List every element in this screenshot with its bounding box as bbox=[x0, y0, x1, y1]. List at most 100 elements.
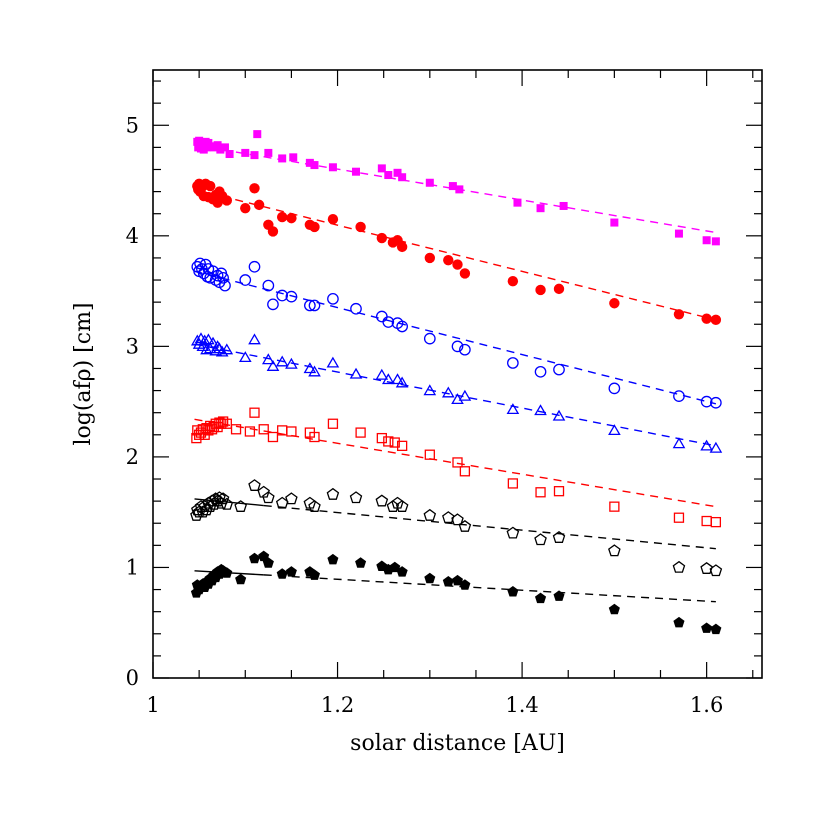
data-point bbox=[248, 260, 261, 273]
data-point bbox=[262, 557, 274, 568]
series-2 bbox=[192, 178, 722, 326]
data-point bbox=[240, 202, 251, 214]
data-point bbox=[396, 566, 408, 577]
data-point bbox=[376, 232, 388, 244]
data-point bbox=[250, 151, 259, 160]
data-point bbox=[610, 218, 619, 227]
data-point bbox=[553, 486, 565, 497]
data-point bbox=[711, 237, 720, 246]
data-point bbox=[710, 314, 722, 326]
data-point bbox=[205, 180, 216, 192]
data-point bbox=[710, 623, 722, 635]
data-point bbox=[285, 290, 298, 303]
data-point bbox=[442, 511, 455, 524]
data-point bbox=[261, 353, 275, 365]
data-point bbox=[534, 365, 547, 378]
data-point bbox=[701, 515, 712, 527]
data-point bbox=[220, 343, 234, 355]
data-point bbox=[609, 501, 620, 512]
data-point bbox=[507, 478, 519, 489]
data-point bbox=[285, 357, 298, 369]
data-point bbox=[214, 417, 225, 428]
data-point bbox=[309, 431, 320, 443]
x-tick-label: 1.6 bbox=[690, 693, 723, 717]
data-point bbox=[216, 418, 227, 429]
data-point bbox=[608, 382, 621, 395]
data-point bbox=[452, 259, 463, 270]
data-point bbox=[534, 533, 547, 546]
data-point bbox=[609, 298, 620, 309]
series-5 bbox=[191, 407, 722, 528]
data-point bbox=[423, 332, 436, 345]
data-point bbox=[286, 212, 297, 224]
data-point bbox=[384, 171, 393, 180]
data-point bbox=[507, 357, 519, 369]
data-point bbox=[701, 313, 712, 324]
data-point bbox=[285, 492, 298, 505]
y-tick-label: 4 bbox=[126, 224, 139, 248]
data-point bbox=[221, 418, 232, 429]
data-point bbox=[303, 362, 317, 374]
data-point bbox=[196, 505, 210, 518]
fit-line bbox=[194, 188, 717, 321]
x-tick-label: 1 bbox=[146, 693, 159, 717]
data-point bbox=[352, 167, 360, 176]
data-point bbox=[239, 274, 252, 286]
data-point bbox=[507, 275, 519, 287]
data-point bbox=[700, 439, 713, 451]
fit-line bbox=[263, 574, 716, 603]
data-point bbox=[375, 310, 388, 323]
fit-line bbox=[194, 343, 716, 447]
data-point bbox=[217, 271, 229, 284]
data-point bbox=[396, 320, 408, 333]
data-point bbox=[275, 355, 289, 367]
data-point bbox=[395, 500, 409, 512]
data-point bbox=[248, 333, 261, 345]
data-point bbox=[455, 185, 464, 194]
data-point bbox=[425, 178, 434, 187]
data-point bbox=[559, 201, 568, 210]
data-point bbox=[326, 356, 340, 368]
data-point bbox=[451, 340, 464, 353]
data-point bbox=[258, 550, 270, 562]
data-point bbox=[249, 552, 260, 564]
data-point bbox=[253, 130, 262, 139]
data-point bbox=[673, 390, 685, 402]
data-point bbox=[234, 500, 247, 512]
data-point bbox=[217, 416, 229, 427]
data-point bbox=[398, 173, 407, 182]
data-point bbox=[700, 395, 713, 408]
data-point bbox=[349, 367, 363, 379]
data-point bbox=[535, 592, 547, 604]
plot-frame bbox=[152, 69, 763, 679]
data-point bbox=[702, 236, 711, 245]
series-6 bbox=[190, 479, 723, 577]
fit-line bbox=[194, 270, 717, 405]
data-point bbox=[382, 316, 395, 328]
data-point bbox=[289, 153, 298, 162]
data-point bbox=[459, 466, 471, 477]
data-point bbox=[326, 487, 340, 500]
data-point bbox=[216, 145, 225, 154]
data-point bbox=[383, 436, 394, 447]
data-point bbox=[459, 579, 471, 590]
data-point bbox=[219, 279, 231, 292]
data-point bbox=[213, 141, 222, 150]
data-point bbox=[395, 376, 409, 388]
data-point bbox=[535, 487, 546, 498]
data-point bbox=[244, 426, 256, 437]
data-point bbox=[535, 284, 546, 296]
data-point bbox=[377, 164, 386, 173]
data-point bbox=[552, 530, 566, 543]
data-point bbox=[674, 229, 683, 238]
data-point bbox=[308, 365, 321, 377]
data-point bbox=[448, 182, 457, 191]
data-point bbox=[200, 343, 213, 355]
data-point bbox=[381, 373, 395, 385]
data-point bbox=[553, 590, 565, 601]
y-tick-label: 0 bbox=[126, 666, 139, 690]
data-point bbox=[458, 389, 472, 401]
data-point bbox=[308, 500, 321, 512]
